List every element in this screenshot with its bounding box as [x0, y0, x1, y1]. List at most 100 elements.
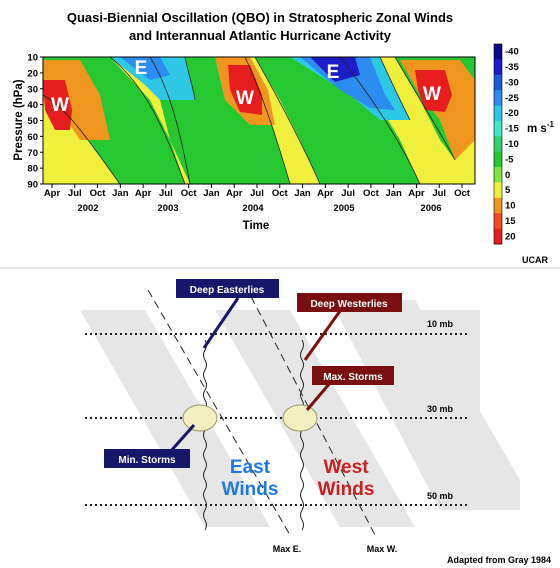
region-e-2005: E: [327, 62, 340, 83]
colorbar-tick-label: -30: [505, 77, 519, 88]
x-tick-label: Jul: [68, 188, 82, 199]
wavy-line-right: [300, 339, 304, 531]
colorbar-tick-label: 0: [505, 170, 510, 181]
colorbar-tick-label: 15: [505, 216, 516, 227]
colorbar-swatch: [494, 197, 502, 214]
y-tick-label: 50: [27, 116, 38, 127]
x-tick-label: Apr: [408, 188, 425, 199]
colorbar-swatch: [494, 59, 502, 76]
heatmap-plot: [43, 57, 475, 184]
colorbar-tick-label: -35: [505, 62, 519, 73]
box-max-storms: [312, 366, 394, 385]
colorbar-swatch: [494, 44, 502, 60]
x-axis-label: Time: [243, 220, 270, 232]
level-30mb: 30 mb: [427, 404, 454, 414]
colorbar-tick-label: -5: [505, 154, 514, 165]
east-winds-line1: East: [230, 457, 271, 478]
x-axis-ticks: Apr Jul Oct Jan Apr Jul Oct Jan Apr Jul Oct Jan Apr J…: [44, 184, 471, 199]
band-green-small: [118, 160, 137, 184]
y-tick-label: 40: [27, 100, 38, 111]
max-e-line: [147, 289, 291, 536]
colorbar-swatch: [494, 151, 502, 168]
x-tick-label: Apr: [226, 188, 243, 199]
region-w-2006: W: [423, 84, 441, 105]
year-tick-label: 2006: [420, 203, 441, 214]
x-tick-label: Jul: [341, 188, 355, 199]
band-right-2: [330, 300, 520, 510]
colorbar-frame: [493, 43, 503, 245]
colorbar-tick-label: 20: [505, 231, 516, 242]
x-tick-label: Oct: [363, 188, 380, 199]
y-tick-label: 20: [27, 68, 38, 79]
x-tick-label: Oct: [90, 188, 107, 199]
colorbar-swatch: [494, 213, 502, 230]
x-tick-label: Jul: [432, 188, 446, 199]
x-tick-label: Jan: [112, 188, 129, 199]
colorbar-swatch: [494, 182, 502, 199]
colorbar-swatch: [494, 228, 502, 245]
x-axis-year-ticks: 2002 2003 2004 2005 2006: [77, 203, 441, 214]
max-w-label: Max W.: [367, 544, 398, 554]
max-e-label: Max E.: [273, 544, 302, 554]
west-winds-line2: Winds: [318, 479, 375, 500]
colorbar-unit: m s-1: [527, 120, 554, 135]
wavy-line-left: [203, 339, 207, 531]
box-min-storms: [104, 449, 190, 468]
deep-easterlies-label: Deep Easterlies: [190, 285, 265, 296]
x-tick-label: Oct: [181, 188, 198, 199]
year-tick-label: 2003: [157, 203, 178, 214]
y-tick-label: 60: [27, 132, 38, 143]
qbo-diagram: 10 mb 30 mb 50 mb Deep Easterlies Deep W…: [80, 279, 551, 565]
colorbar-tick-label: -25: [505, 93, 519, 104]
colorbar-unit-exponent: -1: [547, 120, 555, 129]
y-axis-ticks: 10 20 30 40 50 60 70 80 90: [27, 53, 43, 191]
min-storms-label: Min. Storms: [118, 455, 176, 466]
colorbar-tick-label: -10: [505, 139, 519, 150]
band-red-3: [415, 70, 452, 112]
colorbar-tick-label: -40: [505, 47, 519, 58]
chart-subtitle: and Interannual Atlantic Hurricane Activ…: [129, 28, 392, 43]
x-tick-label: Jan: [385, 188, 402, 199]
ellipse-max-storms: [282, 404, 318, 432]
y-tick-label: 10: [27, 53, 38, 64]
y-tick-label: 80: [27, 164, 38, 175]
x-tick-label: Oct: [272, 188, 289, 199]
x-tick-label: Apr: [44, 188, 61, 199]
y-axis-label: Pressure (hPa): [13, 79, 25, 160]
level-50mb: 50 mb: [427, 491, 454, 501]
contour-lines: [43, 57, 456, 184]
colorbar-swatch: [494, 105, 502, 122]
ellipse-min-storms: [182, 404, 218, 432]
pointer-deep-easterlies: [202, 297, 240, 349]
region-w-2002: W: [51, 95, 69, 116]
colorbar-tick-label: 10: [505, 201, 516, 212]
x-tick-label: Jul: [159, 188, 173, 199]
band-green-3: [255, 57, 420, 184]
source-ucar: UCAR: [522, 255, 548, 265]
colorbar-swatch: [494, 74, 502, 91]
max-w-line: [244, 284, 376, 536]
x-tick-label: Oct: [454, 188, 471, 199]
colorbar-swatch: [494, 120, 502, 137]
band-navy-2: [310, 57, 360, 82]
x-tick-label: Apr: [317, 188, 334, 199]
x-tick-label: Jan: [294, 188, 311, 199]
colorbar: -40 -35 -30 -25 -20 -15 -10 -5 0 5 10 15 20: [493, 43, 519, 245]
pointer-deep-westerlies: [303, 310, 342, 361]
colorbar-swatch: [494, 136, 502, 153]
y-tick-label: 70: [27, 148, 38, 159]
pointer-min-storms: [168, 424, 196, 453]
diagram-source: Adapted from Gray 1984: [447, 555, 551, 565]
year-tick-label: 2002: [77, 203, 98, 214]
x-tick-label: Jan: [203, 188, 220, 199]
region-w-2004: W: [236, 88, 254, 109]
west-winds-line1: West: [323, 457, 369, 478]
colorbar-tick-label: -20: [505, 108, 519, 119]
east-winds-line2: Winds: [222, 479, 279, 500]
chart-title: Quasi-Biennial Oscillation (QBO) in Stra…: [67, 10, 453, 25]
box-deep-easterlies: [176, 279, 279, 298]
colorbar-swatch: [494, 90, 502, 107]
colorbar-tick-label: 5: [505, 185, 511, 196]
region-e-2003: E: [135, 58, 148, 79]
